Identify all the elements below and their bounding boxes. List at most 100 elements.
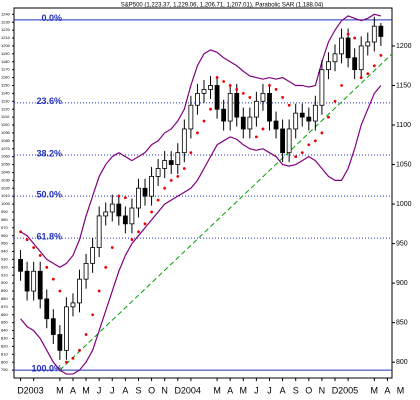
sar-dot xyxy=(320,131,324,135)
x-tick-label: A xyxy=(227,385,233,395)
sar-dot xyxy=(353,36,357,40)
left-tick-label: 1170 xyxy=(1,67,10,72)
candle-body xyxy=(339,37,344,55)
sar-dot xyxy=(78,348,81,352)
candle-body xyxy=(358,45,364,71)
left-tick-label: 920 xyxy=(1,264,8,269)
sar-dot xyxy=(45,265,49,269)
left-tick-label: 900 xyxy=(1,280,8,285)
left-tick-label: 1150 xyxy=(1,83,10,88)
left-tick-label: 1110 xyxy=(1,114,10,119)
x-tick-label: 2004 xyxy=(181,385,201,395)
candle-body xyxy=(345,37,351,59)
left-tick-label: 1020 xyxy=(1,185,11,190)
candle-body xyxy=(162,160,168,169)
left-tick-label: 1160 xyxy=(1,75,10,80)
sar-dot xyxy=(379,54,383,57)
left-tick-label: 1190 xyxy=(1,51,10,56)
y-tick-label: 1050 xyxy=(396,161,412,168)
sar-dot xyxy=(176,174,180,178)
sar-dot xyxy=(163,186,167,190)
left-tick-label: 1050 xyxy=(1,162,11,167)
x-tick-label: J xyxy=(97,385,102,395)
left-tick-label: 1040 xyxy=(1,170,11,175)
candle-body xyxy=(365,41,371,47)
x-tick-label: O xyxy=(305,385,312,395)
left-tick-label: 810 xyxy=(1,351,8,356)
left-tick-label: 1030 xyxy=(1,177,11,182)
left-tick-label: 1140 xyxy=(1,90,10,95)
left-tick-label: 1180 xyxy=(1,59,10,64)
candle-body xyxy=(70,302,76,308)
sar-dot xyxy=(313,139,317,143)
candle-body xyxy=(96,215,102,248)
left-tick-label: 890 xyxy=(1,288,8,293)
left-tick-label: 940 xyxy=(1,249,8,254)
left-tick-label: 950 xyxy=(1,241,8,246)
candle-body xyxy=(103,211,109,217)
left-tick-label: 980 xyxy=(1,217,8,222)
fib-label: 50.0% xyxy=(36,190,62,200)
trendline xyxy=(59,53,393,371)
x-tick-label: A xyxy=(122,385,128,395)
candle-body xyxy=(188,104,194,130)
y-tick-label: 1200 xyxy=(396,43,412,50)
y-tick-label: 1000 xyxy=(396,201,412,208)
left-tick-label: 1080 xyxy=(1,138,11,143)
candle-body xyxy=(293,112,299,130)
left-tick-label: 860 xyxy=(1,312,8,317)
left-tick-label: 930 xyxy=(1,256,8,261)
sar-dot xyxy=(215,76,219,79)
candle-body xyxy=(332,53,338,63)
x-tick-label: D xyxy=(175,385,182,395)
left-tick-label: 840 xyxy=(1,328,8,333)
sar-dot xyxy=(32,246,36,249)
sar-dot xyxy=(150,210,153,214)
x-tick-label: M xyxy=(82,385,90,395)
y-tick-label: 800 xyxy=(396,359,408,366)
x-tick-label: N xyxy=(161,385,168,395)
sar-dot xyxy=(300,151,304,155)
sar-dot xyxy=(182,167,186,170)
fib-label: 0.0% xyxy=(41,13,62,23)
x-tick-label: M xyxy=(240,385,248,395)
sar-dot xyxy=(333,99,337,103)
sar-dot xyxy=(65,360,68,364)
candle-body xyxy=(83,262,89,280)
candle-body xyxy=(306,116,312,122)
candle-body xyxy=(18,259,23,272)
sar-dot xyxy=(156,198,160,202)
x-tick-label: M xyxy=(371,385,379,395)
candle-body xyxy=(129,207,135,225)
candle-body xyxy=(240,116,246,130)
sar-dot xyxy=(340,84,343,87)
sar-dot xyxy=(294,155,298,159)
candle-body xyxy=(214,85,220,110)
candle-body xyxy=(122,215,128,225)
sar-dot xyxy=(359,76,363,79)
left-tick-label: 1230 xyxy=(1,19,11,24)
sar-dot xyxy=(84,333,88,336)
candle-body xyxy=(221,108,227,122)
candle-body xyxy=(299,112,305,118)
sar-dot xyxy=(274,88,278,91)
candle-body xyxy=(64,306,69,351)
left-tick-label: 880 xyxy=(1,296,8,301)
x-tick-label: D xyxy=(17,385,24,395)
x-tick-label: S xyxy=(293,385,299,395)
candle-body xyxy=(227,92,233,122)
left-tick-label: 1070 xyxy=(1,146,11,151)
candle-body xyxy=(44,298,50,320)
sar-dot xyxy=(51,277,55,281)
candle-body xyxy=(136,187,141,209)
left-tick-label: 1210 xyxy=(1,35,11,40)
sar-dot xyxy=(123,196,127,200)
sar-dot xyxy=(235,88,239,91)
y-tick-label: 1150 xyxy=(396,82,411,89)
candle-body xyxy=(181,128,187,154)
candle-body xyxy=(77,278,82,304)
left-tick-label: 870 xyxy=(1,304,8,309)
candle-body xyxy=(90,247,96,264)
x-tick-label: N xyxy=(319,385,326,395)
candle-body xyxy=(50,318,56,335)
